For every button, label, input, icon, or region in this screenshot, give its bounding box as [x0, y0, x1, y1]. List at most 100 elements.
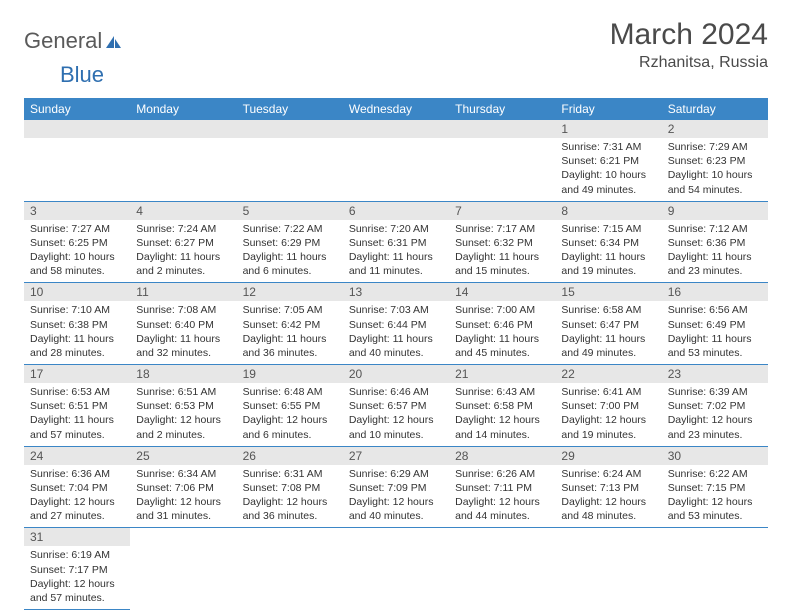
daylight-text: Daylight: 11 hours and 28 minutes.: [30, 332, 124, 360]
sunrise-text: Sunrise: 7:00 AM: [455, 303, 549, 317]
day-details: Sunrise: 7:00 AMSunset: 6:46 PMDaylight:…: [449, 301, 555, 364]
calendar-cell: 14Sunrise: 7:00 AMSunset: 6:46 PMDayligh…: [449, 283, 555, 365]
weekday-header: Tuesday: [237, 98, 343, 120]
calendar-cell: 17Sunrise: 6:53 AMSunset: 6:51 PMDayligh…: [24, 365, 130, 447]
sunrise-text: Sunrise: 6:41 AM: [561, 385, 655, 399]
sunrise-text: Sunrise: 7:22 AM: [243, 222, 337, 236]
calendar-cell: 18Sunrise: 6:51 AMSunset: 6:53 PMDayligh…: [130, 365, 236, 447]
day-details: Sunrise: 7:22 AMSunset: 6:29 PMDaylight:…: [237, 220, 343, 283]
calendar-cell: 3Sunrise: 7:27 AMSunset: 6:25 PMDaylight…: [24, 201, 130, 283]
daylight-text: Daylight: 11 hours and 11 minutes.: [349, 250, 443, 278]
calendar-cell: [237, 528, 343, 610]
daylight-text: Daylight: 11 hours and 15 minutes.: [455, 250, 549, 278]
sunset-text: Sunset: 6:38 PM: [30, 318, 124, 332]
daylight-text: Daylight: 11 hours and 19 minutes.: [561, 250, 655, 278]
sunset-text: Sunset: 7:13 PM: [561, 481, 655, 495]
calendar-body: 1Sunrise: 7:31 AMSunset: 6:21 PMDaylight…: [24, 120, 768, 610]
location-label: Rzhanitsa, Russia: [610, 54, 768, 72]
day-number: 31: [24, 528, 130, 546]
daylight-text: Daylight: 12 hours and 6 minutes.: [243, 413, 337, 441]
sunset-text: Sunset: 6:44 PM: [349, 318, 443, 332]
calendar-cell: 25Sunrise: 6:34 AMSunset: 7:06 PMDayligh…: [130, 446, 236, 528]
day-details: Sunrise: 6:39 AMSunset: 7:02 PMDaylight:…: [662, 383, 768, 446]
logo: General: [24, 18, 124, 54]
daylight-text: Daylight: 12 hours and 23 minutes.: [668, 413, 762, 441]
sunset-text: Sunset: 6:58 PM: [455, 399, 549, 413]
day-number: 28: [449, 447, 555, 465]
daylight-text: Daylight: 12 hours and 57 minutes.: [30, 577, 124, 605]
calendar-cell: [662, 528, 768, 610]
sunset-text: Sunset: 6:42 PM: [243, 318, 337, 332]
sunrise-text: Sunrise: 6:46 AM: [349, 385, 443, 399]
sunrise-text: Sunrise: 6:48 AM: [243, 385, 337, 399]
day-details: Sunrise: 6:29 AMSunset: 7:09 PMDaylight:…: [343, 465, 449, 528]
sunset-text: Sunset: 6:23 PM: [668, 154, 762, 168]
calendar-cell: 2Sunrise: 7:29 AMSunset: 6:23 PMDaylight…: [662, 120, 768, 201]
daylight-text: Daylight: 12 hours and 2 minutes.: [136, 413, 230, 441]
calendar-cell: 24Sunrise: 6:36 AMSunset: 7:04 PMDayligh…: [24, 446, 130, 528]
sunrise-text: Sunrise: 7:31 AM: [561, 140, 655, 154]
sunrise-text: Sunrise: 7:27 AM: [30, 222, 124, 236]
sunset-text: Sunset: 7:02 PM: [668, 399, 762, 413]
daylight-text: Daylight: 11 hours and 32 minutes.: [136, 332, 230, 360]
sunrise-text: Sunrise: 7:29 AM: [668, 140, 762, 154]
daylight-text: Daylight: 11 hours and 45 minutes.: [455, 332, 549, 360]
daylight-text: Daylight: 11 hours and 40 minutes.: [349, 332, 443, 360]
logo-text-1: General: [24, 28, 102, 54]
day-details: Sunrise: 7:15 AMSunset: 6:34 PMDaylight:…: [555, 220, 661, 283]
daylight-text: Daylight: 12 hours and 14 minutes.: [455, 413, 549, 441]
day-number: 6: [343, 202, 449, 220]
sunset-text: Sunset: 6:21 PM: [561, 154, 655, 168]
daylight-text: Daylight: 11 hours and 53 minutes.: [668, 332, 762, 360]
logo-sail-icon: [102, 28, 124, 54]
calendar-cell: [449, 120, 555, 201]
sunrise-text: Sunrise: 6:19 AM: [30, 548, 124, 562]
sunset-text: Sunset: 6:25 PM: [30, 236, 124, 250]
calendar-row: 1Sunrise: 7:31 AMSunset: 6:21 PMDaylight…: [24, 120, 768, 201]
day-details: Sunrise: 6:43 AMSunset: 6:58 PMDaylight:…: [449, 383, 555, 446]
day-number: 30: [662, 447, 768, 465]
calendar-cell: 30Sunrise: 6:22 AMSunset: 7:15 PMDayligh…: [662, 446, 768, 528]
day-details: Sunrise: 6:22 AMSunset: 7:15 PMDaylight:…: [662, 465, 768, 528]
calendar-cell: [24, 120, 130, 201]
day-number: 14: [449, 283, 555, 301]
sunset-text: Sunset: 6:27 PM: [136, 236, 230, 250]
title-block: March 2024 Rzhanitsa, Russia: [610, 18, 768, 72]
day-number: 27: [343, 447, 449, 465]
sunrise-text: Sunrise: 6:36 AM: [30, 467, 124, 481]
sunset-text: Sunset: 6:29 PM: [243, 236, 337, 250]
sunrise-text: Sunrise: 6:31 AM: [243, 467, 337, 481]
calendar-cell: [343, 120, 449, 201]
day-number: 3: [24, 202, 130, 220]
daylight-text: Daylight: 12 hours and 36 minutes.: [243, 495, 337, 523]
daylight-text: Daylight: 12 hours and 40 minutes.: [349, 495, 443, 523]
sunset-text: Sunset: 6:31 PM: [349, 236, 443, 250]
day-details: Sunrise: 7:08 AMSunset: 6:40 PMDaylight:…: [130, 301, 236, 364]
sunset-text: Sunset: 6:51 PM: [30, 399, 124, 413]
day-number: 15: [555, 283, 661, 301]
day-number: 18: [130, 365, 236, 383]
daylight-text: Daylight: 12 hours and 31 minutes.: [136, 495, 230, 523]
daylight-text: Daylight: 10 hours and 54 minutes.: [668, 168, 762, 196]
calendar-cell: [130, 120, 236, 201]
calendar-cell: 27Sunrise: 6:29 AMSunset: 7:09 PMDayligh…: [343, 446, 449, 528]
sunrise-text: Sunrise: 6:53 AM: [30, 385, 124, 399]
day-number: 7: [449, 202, 555, 220]
calendar-cell: 31Sunrise: 6:19 AMSunset: 7:17 PMDayligh…: [24, 528, 130, 610]
sunrise-text: Sunrise: 6:56 AM: [668, 303, 762, 317]
calendar-cell: 8Sunrise: 7:15 AMSunset: 6:34 PMDaylight…: [555, 201, 661, 283]
daylight-text: Daylight: 12 hours and 27 minutes.: [30, 495, 124, 523]
day-number: 5: [237, 202, 343, 220]
calendar-cell: [555, 528, 661, 610]
calendar-cell: 28Sunrise: 6:26 AMSunset: 7:11 PMDayligh…: [449, 446, 555, 528]
day-details: Sunrise: 6:36 AMSunset: 7:04 PMDaylight:…: [24, 465, 130, 528]
calendar-cell: 22Sunrise: 6:41 AMSunset: 7:00 PMDayligh…: [555, 365, 661, 447]
sunset-text: Sunset: 6:57 PM: [349, 399, 443, 413]
calendar-cell: 29Sunrise: 6:24 AMSunset: 7:13 PMDayligh…: [555, 446, 661, 528]
sunset-text: Sunset: 7:00 PM: [561, 399, 655, 413]
sunrise-text: Sunrise: 6:22 AM: [668, 467, 762, 481]
day-number: 16: [662, 283, 768, 301]
calendar-cell: [237, 120, 343, 201]
sunset-text: Sunset: 6:46 PM: [455, 318, 549, 332]
calendar-cell: 1Sunrise: 7:31 AMSunset: 6:21 PMDaylight…: [555, 120, 661, 201]
